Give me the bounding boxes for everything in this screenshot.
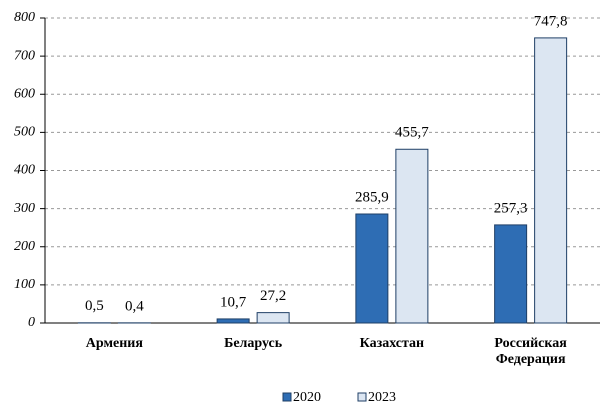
value-label: 0,5 — [85, 298, 104, 314]
bar — [395, 148, 429, 324]
y-tick-label: 400 — [14, 163, 35, 178]
legend-swatch — [357, 392, 367, 402]
x-tick-label: Российская Федерация — [494, 336, 567, 367]
value-label: 455,7 — [395, 125, 429, 141]
y-tick-label: 300 — [13, 201, 35, 216]
value-label: 0,4 — [125, 298, 144, 314]
y-tick-label: 0 — [28, 315, 35, 330]
y-tick-label: 500 — [14, 125, 35, 140]
value-label: 10,7 — [220, 294, 247, 310]
x-tick-label: Казахстан — [359, 336, 425, 351]
value-label: 285,9 — [355, 189, 389, 205]
value-label: 257,3 — [494, 200, 528, 216]
legend-label: 2023 — [368, 390, 396, 405]
legend-label: 2020 — [293, 390, 321, 405]
bar — [216, 318, 250, 324]
bar — [534, 37, 568, 324]
y-tick-label: 200 — [14, 239, 35, 254]
x-tick-label: Армения — [85, 336, 143, 351]
bar — [256, 312, 290, 324]
bar — [355, 213, 389, 324]
legend-swatch — [282, 392, 292, 402]
y-tick-label: 600 — [14, 86, 35, 101]
value-label: 747,8 — [534, 13, 568, 29]
value-label: 27,2 — [260, 288, 286, 304]
y-tick-label: 100 — [14, 277, 35, 292]
bar — [494, 224, 528, 324]
x-tick-label: Беларусь — [224, 336, 283, 351]
y-tick-label: 800 — [14, 10, 35, 25]
y-tick-label: 700 — [14, 48, 35, 63]
